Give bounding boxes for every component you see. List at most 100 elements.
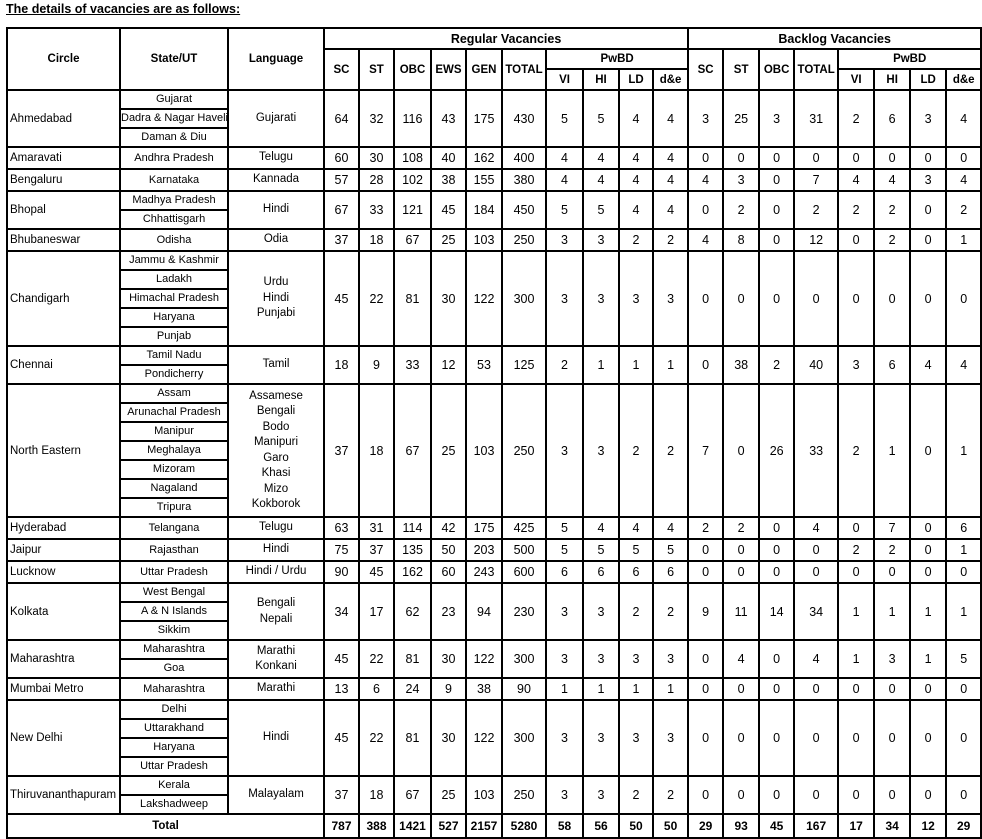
regular-value: 103: [465, 775, 503, 815]
regular-value: 42: [430, 516, 467, 540]
backlog-pwbd-value: 0: [909, 677, 948, 701]
backlog-pwbd-value: 0: [837, 699, 876, 777]
regular-value: 155: [465, 168, 503, 192]
total-backlog-value: 93: [722, 813, 761, 839]
backlog-pwbd-value: 0: [945, 699, 982, 777]
header-regular-pwbd-ld: LD: [618, 68, 654, 91]
table-row: Hyderabad Telangana Telugu 63 31 114 42 175 425 5…: [6, 516, 982, 540]
regular-value: 18: [358, 383, 395, 518]
regular-value: 425: [501, 516, 547, 540]
language-name: Punjabi: [256, 307, 296, 320]
header-regular-sc: SC: [323, 48, 360, 91]
header-backlog-obc: OBC: [758, 48, 796, 91]
circle-cell: Jaipur: [6, 538, 121, 562]
regular-value: 162: [393, 560, 432, 584]
regular-pwbd-value: 4: [582, 168, 620, 192]
regular-value: 135: [393, 538, 432, 562]
total-regular-pwbd-value: 58: [545, 813, 584, 839]
regular-value: 81: [393, 250, 432, 347]
language-cell: Kannada: [227, 168, 325, 192]
regular-value: 18: [358, 775, 395, 815]
state-name: Tripura: [121, 497, 227, 516]
table-row: Chandigarh Jammu & Kashmir Ladakh Himachal …: [6, 250, 982, 347]
regular-value: 63: [323, 516, 360, 540]
language-name: Gujarati: [255, 111, 297, 124]
backlog-pwbd-value: 4: [945, 89, 982, 148]
regular-pwbd-value: 3: [582, 775, 620, 815]
backlog-pwbd-value: 0: [873, 677, 912, 701]
backlog-pwbd-value: 1: [837, 639, 876, 679]
state-name: Daman & Diu: [121, 127, 227, 146]
regular-pwbd-value: 5: [545, 538, 584, 562]
regular-value: 250: [501, 383, 547, 518]
regular-pwbd-value: 3: [545, 582, 584, 641]
backlog-pwbd-value: 0: [837, 560, 876, 584]
header-regular-pwbd-vi: VI: [545, 68, 584, 91]
regular-value: 81: [393, 699, 432, 777]
regular-pwbd-value: 3: [545, 775, 584, 815]
header-regular-ews: EWS: [430, 48, 467, 91]
backlog-value: 0: [793, 699, 840, 777]
regular-value: 450: [501, 190, 547, 230]
backlog-value: 14: [758, 582, 796, 641]
regular-value: 122: [465, 250, 503, 347]
regular-value: 22: [358, 250, 395, 347]
regular-pwbd-value: 5: [651, 538, 690, 562]
header-backlog-pwbd: PwBD: [837, 48, 982, 70]
regular-pwbd-value: 4: [582, 146, 620, 170]
language-name: Telugu: [259, 521, 293, 534]
backlog-pwbd-value: 1: [945, 582, 982, 641]
regular-value: 203: [465, 538, 503, 562]
total-backlog-value: 29: [687, 813, 725, 839]
backlog-pwbd-value: 4: [909, 345, 948, 385]
regular-value: 13: [323, 677, 360, 701]
backlog-pwbd-value: 0: [873, 250, 912, 347]
states-cell: Maharashtra Goa: [119, 639, 229, 679]
regular-pwbd-value: 2: [618, 582, 654, 641]
language-name: Bengali: [256, 597, 296, 609]
language-name: Assamese: [249, 389, 303, 402]
language-name: Telugu: [259, 151, 293, 164]
regular-pwbd-value: 2: [618, 775, 654, 815]
language-name: Mizo: [263, 482, 289, 495]
language-name: Hindi: [262, 203, 290, 216]
state-name: Maharashtra: [143, 683, 205, 695]
regular-value: 67: [393, 775, 432, 815]
regular-value: 114: [393, 516, 432, 540]
state-name: Madhya Pradesh: [132, 194, 216, 206]
circle-cell: Thiruvananthapuram: [6, 775, 121, 815]
header-backlog-pwbd-vi: VI: [837, 68, 876, 91]
state-name: Haryana: [121, 737, 227, 756]
regular-pwbd-value: 5: [582, 89, 620, 148]
regular-value: 75: [323, 538, 360, 562]
regular-value: 18: [323, 345, 360, 385]
total-backlog-value: 45: [758, 813, 796, 839]
state-name: Kerala: [158, 779, 190, 791]
section-heading: The details of vacancies are as follows:: [6, 2, 241, 16]
header-regular-obc: OBC: [393, 48, 432, 91]
table-header: Circle State/UT Language Regular Vacanci…: [6, 27, 982, 91]
regular-value: 184: [465, 190, 503, 230]
backlog-value: 11: [722, 582, 761, 641]
language-name: Hindi / Urdu: [245, 565, 307, 578]
vacancies-table: Circle State/UT Language Regular Vacanci…: [6, 27, 982, 839]
backlog-value: 26: [758, 383, 796, 518]
state-name: Ladakh: [121, 269, 227, 288]
regular-value: 40: [430, 146, 467, 170]
regular-value: 18: [358, 228, 395, 252]
regular-value: 60: [323, 146, 360, 170]
header-backlog-total: TOTAL: [793, 48, 840, 91]
backlog-pwbd-value: 0: [837, 677, 876, 701]
backlog-pwbd-value: 0: [837, 146, 876, 170]
table-row: Chennai Tamil Nadu Pondicherry Tamil 18 9 33 12…: [6, 345, 982, 385]
backlog-pwbd-value: 4: [945, 345, 982, 385]
language-cell: Assamese Bengali Bodo Manipuri Garo Khasi Mizo…: [227, 383, 325, 518]
regular-pwbd-value: 4: [618, 146, 654, 170]
backlog-pwbd-value: 0: [909, 383, 948, 518]
language-cell: Gujarati: [227, 89, 325, 148]
backlog-value: 0: [687, 190, 725, 230]
backlog-pwbd-value: 0: [909, 538, 948, 562]
language-name: Odia: [263, 233, 289, 246]
backlog-pwbd-value: 0: [909, 228, 948, 252]
backlog-value: 0: [758, 639, 796, 679]
